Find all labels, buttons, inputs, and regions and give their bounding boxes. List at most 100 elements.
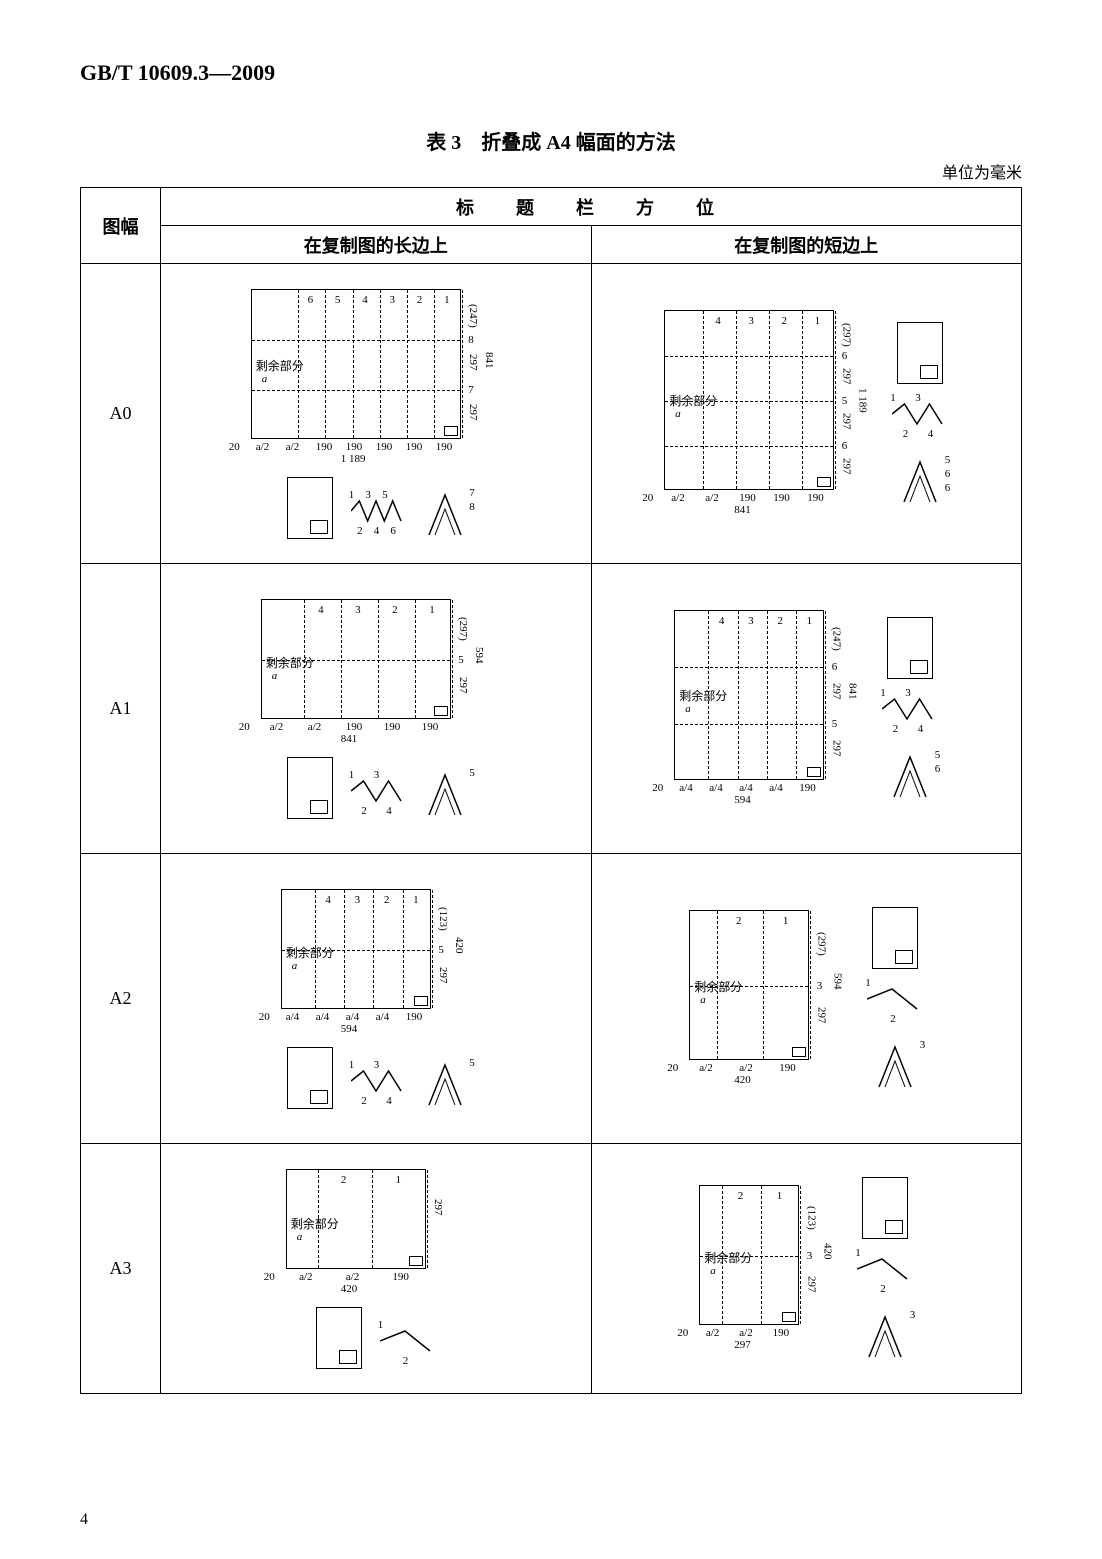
fold-diagram: 432165剩余部分a [674,610,824,780]
left-margin-dim: 20 [229,441,240,453]
bottom-segment-dim: a/2 [308,721,321,733]
zigzag-step-label: 4 [374,525,380,537]
bottom-total-dim: 420 [341,1283,358,1295]
bottom-segment-dim: 190 [436,441,453,453]
remaining-part-label: 剩余部分 [704,1249,752,1266]
a-label: a [292,960,298,972]
right-segment-dim: 297 [457,677,469,694]
fold-step-number: 5 [335,294,341,306]
bottom-total-dim: 841 [734,504,751,516]
table-caption: 表 3 折叠成 A4 幅面的方法 [80,126,1022,155]
fold-step-number: 6 [308,294,314,306]
folded-result-icon [287,757,333,819]
zigzag-step-label: 1 [349,489,355,501]
bottom-segment-dim: a/2 [671,492,684,504]
fold-step-number: 2 [417,294,423,306]
bottom-segment-dim: a/4 [709,782,722,794]
zigzag-step-label: 2 [880,1283,886,1295]
right-segment-dim: 297 [830,740,842,757]
a-label: a [700,994,706,1006]
a-label: a [297,1231,303,1243]
remaining-part-label: 剩余部分 [679,687,727,704]
bottom-segment-dim: a/2 [739,1327,752,1339]
left-margin-dim: 20 [259,1011,270,1023]
bottom-segment-dim: 190 [406,1011,423,1023]
accordion-fold-icon: 12 [380,1321,436,1369]
fold-step-number: 1 [413,894,419,906]
zigzag-step-label: 5 [382,489,388,501]
page-number: 4 [80,1511,88,1529]
caret-step-label: 5 [945,454,951,466]
folded-result-icon [897,322,943,384]
right-segment-dim: (297) [815,932,827,956]
zigzag-step-label: 6 [390,525,396,537]
bottom-segment-dim: 190 [392,1271,409,1283]
remaining-part-label: 剩余部分 [256,357,304,374]
a-label: a [675,408,681,420]
bottom-segment-dim: a/2 [346,1271,359,1283]
bottom-segment-dim: 190 [346,441,363,453]
fold-direction-icon: 3 [875,1037,915,1091]
title-block-icon [817,477,831,487]
left-margin-dim: 20 [652,782,663,794]
bottom-segment-dim: a/4 [286,1011,299,1023]
a-label: a [710,1265,716,1277]
header-short-side: 在复制图的短边上 [591,226,1022,264]
fold-diagram: 213剩余部分a [689,910,809,1060]
bottom-total-dim: 594 [734,794,751,806]
fold-step-number: 1 [815,315,821,327]
bottom-segment-dim: a/2 [286,441,299,453]
title-block-icon [434,706,448,716]
bottom-segment-dim: 190 [773,1327,790,1339]
left-margin-dim: 20 [239,721,250,733]
zigzag-step-label: 2 [903,428,909,440]
caret-step-label: 3 [910,1309,916,1321]
zigzag-step-label: 4 [386,805,392,817]
bottom-segment-dim: 190 [739,492,756,504]
bottom-segment-dim: a/2 [699,1062,712,1074]
fold-step-number: 2 [341,1174,347,1186]
zigzag-step-label: 2 [361,805,367,817]
header-long-side: 在复制图的长边上 [161,226,592,264]
bottom-total-dim: 420 [734,1074,751,1086]
fold-step-number: 4 [715,315,721,327]
left-margin-dim: 20 [264,1271,275,1283]
right-segment-dim: (123) [805,1206,817,1230]
folded-result-icon [872,907,918,969]
bottom-segment-dim: a/4 [769,782,782,794]
zigzag-step-label: 1 [865,977,871,989]
zigzag-step-label: 4 [918,723,924,735]
bottom-segment-dim: a/2 [706,1327,719,1339]
table-row: A065432187剩余部分aa/2a/21901901901901901 18… [81,264,1022,564]
zigzag-step-label: 3 [915,392,921,404]
bottom-segment-dim: a/4 [376,1011,389,1023]
fold-diagram: 21剩余部分a [286,1169,426,1269]
fold-diagram: 43215剩余部分a [261,599,451,719]
zigzag-step-label: 3 [374,769,380,781]
bottom-segment-dim: a/2 [739,1062,752,1074]
diagram-cell: 43215剩余部分aa/4a/4a/4a/419059420(123)29742… [161,854,592,1144]
header-title-block-pos: 标 题 栏 方 位 [161,188,1022,226]
bottom-total-dim: 594 [341,1023,358,1035]
bottom-total-dim: 297 [734,1339,751,1351]
bottom-segment-dim: 190 [422,721,439,733]
zigzag-step-label: 3 [374,1059,380,1071]
diagram-cell: 213剩余部分aa/2a/219042020(297)297594123 [591,854,1022,1144]
diagram-cell: 65432187剩余部分aa/2a/21901901901901901 1892… [161,264,592,564]
bottom-segment-dim: 190 [807,492,824,504]
zigzag-step-label: 2 [893,723,899,735]
right-segment-dim: 297 [467,404,479,421]
title-block-icon [807,767,821,777]
caret-step-label: 5 [469,1057,475,1069]
fold-step-number: 4 [362,294,368,306]
title-block-icon [792,1047,806,1057]
caret-step-label: 5 [935,749,941,761]
right-segment-dim: (247) [830,627,842,651]
right-total-dim: 420 [453,937,465,954]
zigzag-step-label: 1 [378,1319,384,1331]
zigzag-step-label: 2 [890,1013,896,1025]
right-total-dim: 594 [473,647,485,664]
title-block-icon [444,426,458,436]
folded-result-icon [862,1177,908,1239]
right-segment-dim: 297 [432,1199,444,1216]
